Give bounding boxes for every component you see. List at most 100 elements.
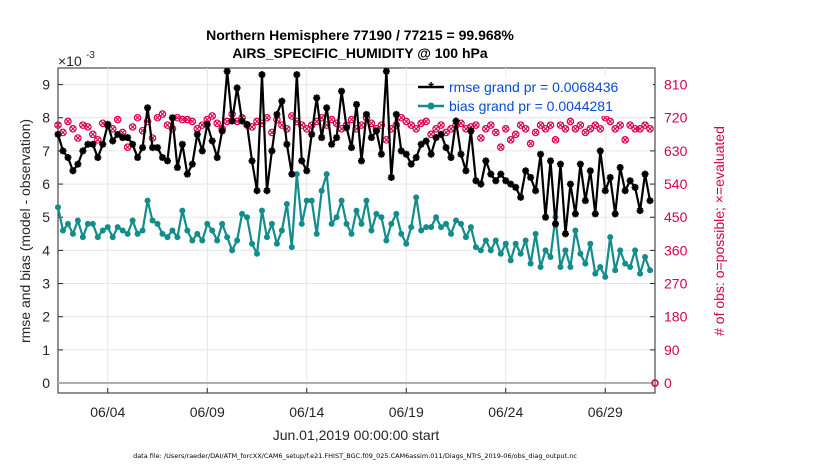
rmse-point [581, 197, 589, 205]
rmse-point [213, 154, 221, 162]
obs-evaluated-marker [428, 131, 434, 137]
y-tick-label-right: 0 [664, 375, 672, 391]
rmse-point [432, 134, 440, 142]
obs-possible-marker [487, 121, 495, 129]
bias-point [149, 217, 156, 224]
bias-point [617, 247, 624, 254]
rmse-point [338, 87, 346, 95]
obs-evaluated-marker [90, 131, 96, 137]
bias-point [258, 207, 265, 214]
obs-possible-marker [477, 134, 485, 142]
obs-evaluated-marker [314, 118, 320, 125]
rmse-point [547, 157, 555, 165]
y-tick-label-left: 2 [42, 309, 50, 325]
bias-point [209, 227, 216, 234]
rmse-point [606, 173, 614, 181]
y-axis-label-left: rmse and bias (model - observation) [17, 119, 33, 343]
obs-evaluated-marker [60, 129, 66, 136]
obs-possible-marker [536, 121, 545, 129]
rmse-point [412, 154, 420, 162]
rmse-point [253, 187, 261, 195]
obs-possible-marker [596, 124, 605, 133]
rmse-point [348, 144, 356, 152]
obs-evaluated-marker [627, 122, 633, 128]
bias-point [129, 217, 136, 224]
rmse-point [472, 177, 480, 185]
bias-point [567, 263, 574, 270]
obs-evaluated-marker [204, 116, 210, 123]
rmse-point [442, 144, 450, 152]
bias-point [607, 234, 614, 241]
obs-possible-marker [566, 117, 575, 126]
y-axis-label-right: # of obs: o=possible; ×=evaluated [711, 126, 727, 336]
rmse-point [288, 170, 296, 178]
bias-point [363, 197, 370, 204]
rmse-point [203, 120, 211, 128]
rmse-point [168, 114, 176, 122]
obs-evaluated-marker [403, 118, 409, 125]
obs-evaluated-marker [637, 126, 643, 132]
obs-possible-marker [84, 123, 92, 131]
obs-evaluated-marker [572, 126, 578, 132]
obs-evaluated-marker [448, 126, 454, 132]
obs-evaluated-marker [612, 126, 618, 132]
obs-evaluated-marker [622, 137, 628, 143]
rmse-point [263, 187, 271, 195]
obs-evaluated-marker [159, 111, 166, 117]
bias-point [557, 263, 564, 270]
rmse-point [333, 134, 341, 142]
y-exponent-base: ×10 [58, 53, 82, 69]
bias-point [323, 171, 330, 178]
rmse-point [507, 180, 515, 188]
bias-point [293, 171, 300, 178]
obs-possible-marker [302, 124, 311, 133]
y-tick-label-right: 450 [664, 209, 688, 225]
obs-possible-marker [258, 119, 266, 128]
rmse-point [616, 163, 624, 171]
obs-evaluated-marker [194, 126, 200, 132]
bias-point [343, 220, 350, 227]
obs-evaluated-marker [214, 120, 220, 126]
obs-possible-marker [496, 143, 505, 152]
bias-point [164, 234, 171, 241]
y-tick-label-right: 810 [664, 77, 688, 93]
rmse-point [163, 157, 171, 165]
rmse-point [188, 160, 196, 168]
rmse-point [502, 177, 510, 185]
obs-evaluated-marker [557, 122, 564, 128]
legend-bias-marker [427, 102, 435, 110]
rmse-point [542, 213, 550, 221]
obs-evaluated-marker [115, 116, 121, 123]
bias-point [338, 197, 345, 204]
bias-point [134, 230, 141, 237]
rmse-point [323, 104, 331, 112]
obs-evaluated-marker [130, 124, 136, 130]
obs-evaluated-marker [65, 118, 71, 125]
y-tick-label-left: 7 [42, 143, 50, 159]
y-tick-label-left: 4 [42, 242, 50, 258]
obs-evaluated-marker [75, 135, 81, 141]
rmse-point [512, 183, 520, 191]
obs-possible-marker [641, 121, 649, 129]
bias-point [124, 230, 131, 237]
bias-point [487, 247, 494, 254]
obs-possible-marker [437, 121, 445, 129]
obs-possible-marker [511, 130, 520, 139]
rmse-point [328, 140, 336, 148]
rmse-point [367, 134, 375, 142]
bias-point [55, 204, 61, 211]
obs-evaluated-marker [95, 137, 101, 143]
bias-point [229, 247, 236, 254]
bias-point [597, 263, 604, 270]
obs-possible-marker [178, 115, 187, 124]
bias-point [69, 230, 76, 237]
obs-evaluated-marker [582, 129, 588, 136]
bias-point [632, 247, 639, 254]
rmse-point [537, 150, 545, 158]
x-tick-label: 06/29 [588, 404, 623, 420]
bias-point [353, 207, 360, 214]
rmse-point [422, 137, 430, 145]
obs-possible-marker [541, 124, 550, 133]
rmse-point [397, 147, 405, 155]
x-tick-label: 06/14 [289, 404, 324, 420]
